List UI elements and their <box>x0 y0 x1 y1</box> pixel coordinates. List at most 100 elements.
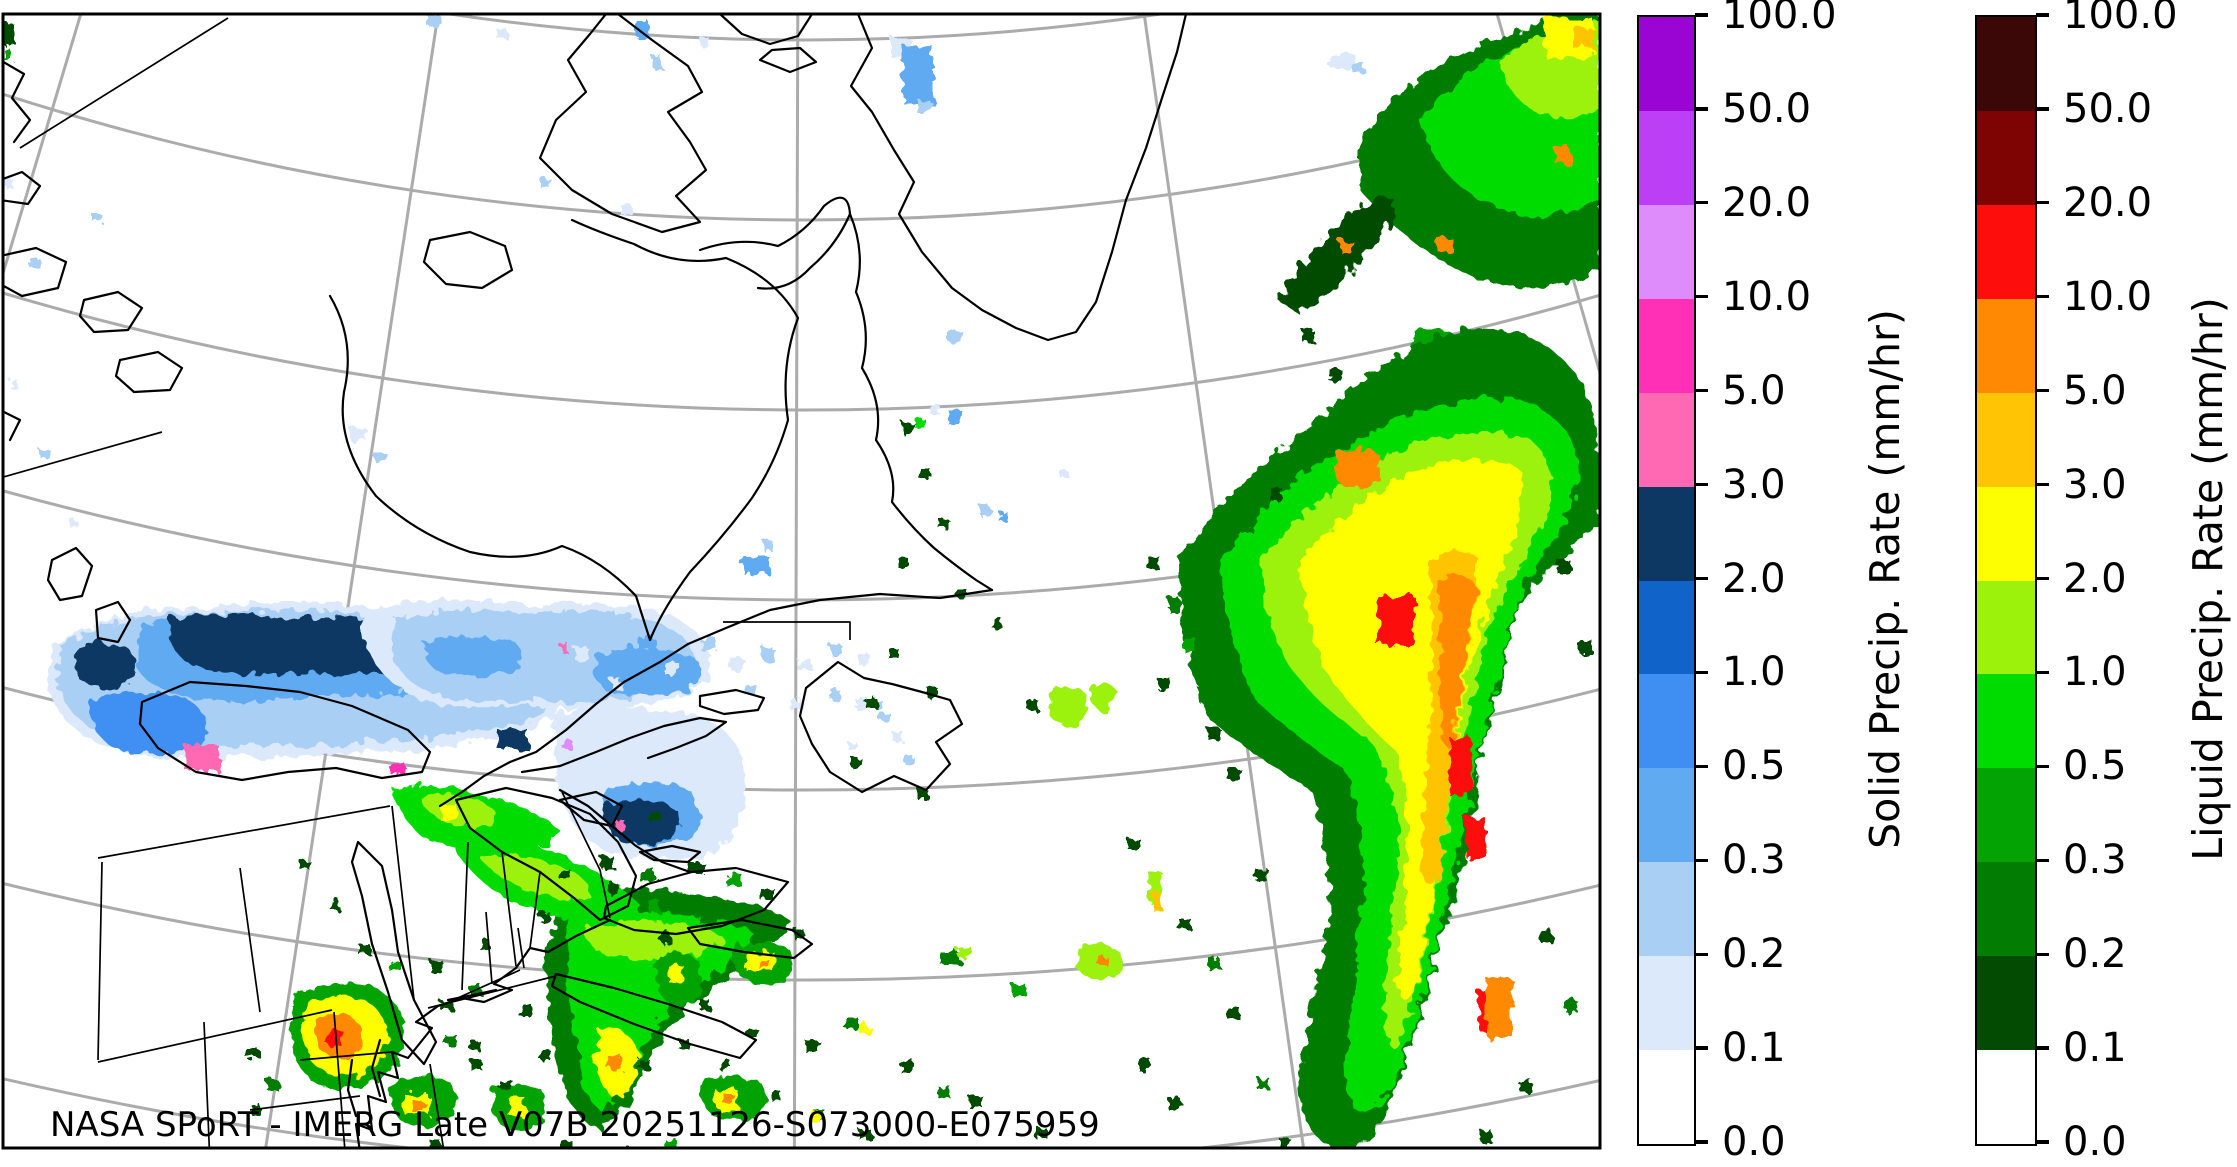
liquid-precip-speckles-shape <box>1168 598 1180 612</box>
liquid-precip-speckles-shape <box>1138 1058 1150 1070</box>
colorbar-solid-tick <box>1695 952 1708 956</box>
colorbar-solid-segment <box>1639 674 1694 769</box>
liquid-precip-speckles-shape <box>1278 1138 1290 1148</box>
colorbar-solid-tick-label: 20.0 <box>1722 179 1812 226</box>
liquid-precip-field-shape <box>1098 956 1108 966</box>
colorbar-solid-tick-label: 0.2 <box>1722 931 1786 978</box>
solid-precip-speckles-shape <box>880 712 890 722</box>
colorbar-liquid-tick-label: 3.0 <box>2063 461 2127 508</box>
coastlines-shape <box>538 14 708 234</box>
colorbar-liquid-segment <box>1977 580 2035 675</box>
liquid-precip-speckles-shape <box>1565 1000 1577 1012</box>
liquid-precip-speckles-shape <box>640 870 656 882</box>
liquid-precip-speckles-shape <box>1208 958 1220 970</box>
solid-precip-field <box>48 38 933 860</box>
liquid-precip-speckles-shape <box>940 952 960 964</box>
colorbar-liquid-segment <box>1977 17 2035 111</box>
solid-precip-speckles-shape <box>790 700 802 710</box>
coastlines-shape <box>520 716 728 774</box>
liquid-precip-field-shape <box>1440 573 1475 747</box>
colorbar-solid-segment <box>1639 486 1694 581</box>
solid-precip-speckles-shape <box>930 404 940 414</box>
coastlines-shape <box>46 546 94 602</box>
colorbar-liquid-tick <box>2036 107 2049 111</box>
colorbar-liquid-tick <box>2036 389 2049 393</box>
coastlines-shape <box>698 196 852 290</box>
coastlines-shape <box>438 760 512 808</box>
coastlines-shape <box>97 805 391 859</box>
solid-precip-speckles-shape <box>1060 470 1068 478</box>
solid-precip-speckles-shape <box>762 540 772 550</box>
liquid-precip-field-shape <box>1335 447 1382 489</box>
colorbar-solid-tick-label: 10.0 <box>1722 273 1812 320</box>
coastlines <box>3 14 1188 1148</box>
solid-precip-speckles-shape <box>745 685 757 695</box>
graticule-shape <box>3 14 83 279</box>
solid-precip-speckles-shape <box>652 56 662 68</box>
liquid-precip-speckles-shape <box>1012 984 1026 996</box>
colorbar-liquid-tick-label: 0.2 <box>2063 931 2127 978</box>
coastlines-shape <box>758 46 818 74</box>
liquid-precip-field-shape <box>608 1056 622 1070</box>
liquid-precip-speckles-shape <box>1152 892 1162 910</box>
coastlines-shape <box>3 246 68 298</box>
liquid-precip-speckles-shape <box>1255 868 1267 880</box>
colorbar-solid-tick <box>1695 764 1708 768</box>
solid-precip-speckles-shape <box>856 700 866 710</box>
map-frame <box>1 12 1602 1150</box>
liquid-precip-speckles-shape <box>252 1106 262 1116</box>
map-plot-shape: NASA SPoRT - IMERG Late V07B 20251126-S0… <box>3 14 1600 1158</box>
liquid-precip-speckles-shape <box>500 1080 512 1090</box>
coastlines-shape <box>333 1011 346 1148</box>
solid-precip-speckles-shape <box>892 732 904 742</box>
liquid-precip-speckles-shape <box>1028 700 1038 710</box>
solid-precip-speckles-shape <box>980 506 990 516</box>
liquid-precip-speckles-shape <box>640 1060 650 1070</box>
coastlines-shape <box>114 350 184 394</box>
liquid-precip-speckles-shape <box>898 558 908 568</box>
liquid-precip-speckles-shape <box>660 932 670 942</box>
solid-precip-field-shape <box>918 100 930 114</box>
coastlines-shape <box>94 600 132 644</box>
solid-precip-speckles-shape <box>1000 512 1008 522</box>
liquid-precip-speckles-shape <box>1270 488 1282 500</box>
colorbar-liquid-segment <box>1977 1050 2035 1145</box>
solid-precip-speckles-shape <box>848 742 856 750</box>
liquid-precip-field-shape <box>1466 818 1486 858</box>
liquid-precip-speckles-shape <box>1520 1080 1532 1092</box>
colorbar-solid-tick <box>1695 1140 1708 1144</box>
liquid-precip-speckles-shape <box>915 418 925 428</box>
liquid-precip-field-shape <box>668 966 684 982</box>
coastlines-shape <box>391 805 415 1001</box>
coastlines-shape <box>3 170 42 206</box>
liquid-precip-speckles-shape <box>1240 520 1252 532</box>
colorbar-liquid-tick-label: 2.0 <box>2063 555 2127 602</box>
colorbar-solid-tick <box>1695 482 1708 487</box>
liquid-precip-field-shape <box>1572 28 1594 48</box>
liquid-precip-speckles-shape <box>918 790 928 800</box>
liquid-precip-speckles-shape <box>938 1086 950 1098</box>
liquid-precip-speckles-shape <box>920 1150 930 1158</box>
colorbar-solid-tick-label: 1.0 <box>1722 649 1786 696</box>
solid-precip-speckles-shape <box>545 622 561 636</box>
coastlines-shape <box>602 866 790 936</box>
liquid-precip-speckles-shape <box>430 1140 440 1148</box>
liquid-precip-speckles-shape <box>1558 560 1570 574</box>
colorbar-liquid-tick <box>2036 1046 2049 1050</box>
solid-precip-speckles-shape <box>743 556 769 574</box>
liquid-precip-speckles-shape <box>888 648 898 658</box>
colorbar-solid-tick <box>1695 389 1708 393</box>
liquid-precip-speckles-shape <box>770 1090 780 1100</box>
coastlines-shape <box>328 218 800 642</box>
liquid-precip-speckles-shape <box>956 588 966 598</box>
solid-precip-field-shape <box>89 692 206 754</box>
coastlines-shape <box>78 290 144 334</box>
liquid-precip-speckles-shape <box>360 946 372 956</box>
coastlines-shape <box>517 927 525 969</box>
colorbar-solid-tick <box>1695 295 1708 299</box>
colorbar-liquid-tick-label: 5.0 <box>2063 367 2127 414</box>
solid-precip-speckles-shape <box>610 680 622 690</box>
liquid-precip-speckles-shape <box>958 948 972 958</box>
liquid-precip-speckles-shape <box>300 860 310 870</box>
colorbar-liquid-axis-label: Liquid Precip. Rate (mm/hr) <box>2184 296 2232 861</box>
